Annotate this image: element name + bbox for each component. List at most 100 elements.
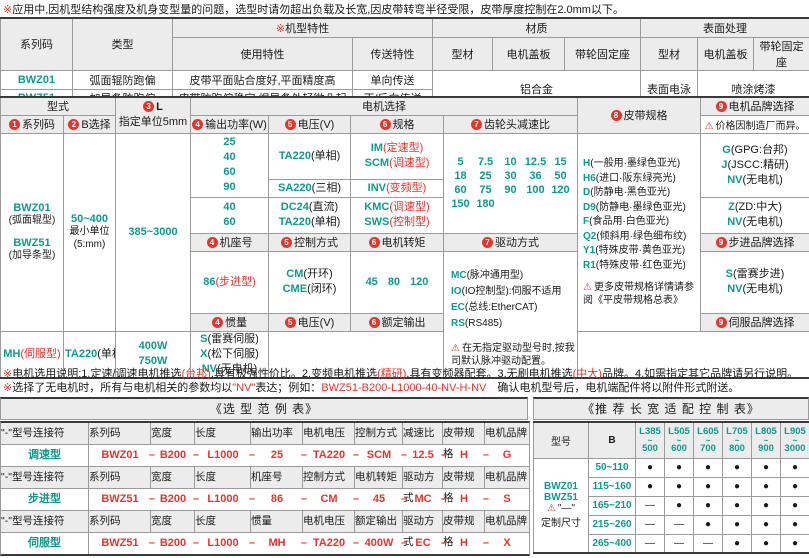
availability-mark: ● (722, 476, 752, 497)
availability-mark: — (635, 495, 665, 516)
code-value: KMC (364, 201, 390, 213)
header-step-brand: 9 步进品牌选择 (700, 232, 809, 252)
example-row: 步进型 BWZ51B200L100086CM45MCH S (1, 489, 529, 511)
code-description: (步进型) (215, 275, 256, 288)
code-item: S(雷赛步进) (702, 267, 808, 282)
series-cell: BWZ01 (弧面辊型) BWZ51 (加导条型) (0, 132, 64, 332)
availability-mark: — (635, 514, 665, 535)
series-code: BWZ01 (0, 69, 73, 90)
length-unit-label: 指定单位5mm (118, 116, 188, 129)
servo-brand-cell: S(雷赛伺服) X(松下伺服) NV(无电机) (190, 330, 269, 378)
code-value: S (200, 332, 208, 345)
code-value: Z (728, 201, 735, 213)
availability-mark: ● (780, 495, 809, 516)
example-row: 调速型 BWZ01B200L100025TA220SCM12.5H G (1, 445, 529, 467)
code-item: SWS(控制型) (352, 215, 442, 230)
warning-icon: ⚠ (451, 342, 460, 354)
list-item: 电机电压 (303, 511, 355, 532)
voltage-sa220: SA220(三相) (268, 178, 351, 198)
list-item: 长度 (195, 511, 251, 532)
series-sub: (弧面辊型) (8, 215, 56, 226)
b-unit: 最小单位 (69, 226, 110, 237)
example-row: 伺服型 BWZ51B200L1000MHTA220400WECH X (1, 533, 529, 554)
list-item: 400W (355, 533, 407, 554)
list-item: B200 (151, 489, 199, 510)
header-l-range: L705 ~800 (722, 421, 752, 459)
list-item: EC (403, 533, 447, 554)
num-9-icon: 9 (715, 101, 727, 113)
col-header-material: 材质 (431, 17, 642, 38)
text-segment: (精研) (377, 368, 407, 380)
code-description: (GPG:台邦) (730, 143, 788, 156)
code-item: TA220(单相) (270, 149, 349, 164)
belt-note-text: 更多皮带规格详情请参阅《平皮带规格总表》 (583, 282, 694, 306)
header-output-power: 4 输出功率(W) (190, 114, 269, 134)
inertia-mh-cell: MH(伺服型) (0, 330, 64, 378)
availability-mark: — (664, 514, 694, 535)
list-item: 400W (138, 340, 168, 352)
code-item: RS(RS485) (451, 316, 575, 332)
header-voltage: 5 电压(V) (268, 114, 351, 134)
code-description: (调速型) (389, 201, 430, 213)
header-b: B (588, 421, 636, 459)
code-item: Y1(特殊皮带·黄色亚光) (583, 244, 698, 259)
b-range: 165~210 (588, 495, 636, 516)
availability-mark: ● (693, 457, 723, 478)
code-description: (食品用·白色亚光) (589, 216, 670, 227)
col-header-profile2: 型材 (640, 36, 699, 71)
rated-label: 额定输出 (381, 317, 426, 329)
list-item: H (443, 533, 489, 554)
spec-kmc-sws: KMC(调速型) SWS(控制型) (350, 196, 444, 234)
header-inertia: 4 惯量 (190, 312, 269, 332)
code-item: X(松下伺服) (192, 347, 267, 362)
list-item: 25 (223, 136, 236, 148)
list-item: 系列码 (89, 467, 151, 488)
list-item: 25 (251, 445, 307, 466)
header-motor-brand: 9 电机品牌选择 (700, 96, 809, 116)
availability-mark: — (635, 533, 665, 554)
gear-ratio-cell: 5 7.5 10 12.5 15 18 25 30 36 50 60 75 90 100 120 150 180 (443, 132, 578, 234)
availability-mark: ● (751, 533, 781, 554)
code-description: (雷赛伺服) (207, 332, 259, 345)
text-segment: 确认电机型号后，电机端配件将以附件形式附送。 (486, 382, 740, 394)
list-item: 长度 (195, 423, 251, 444)
code-item: NV(无电机) (702, 215, 808, 230)
voltage-ta220: TA220(单相) (268, 132, 351, 180)
availability-mark: — (693, 533, 723, 554)
num-4-icon: 4 (212, 317, 223, 328)
voltage-servo-cell: TA220(单相) (63, 330, 116, 378)
series-label: 系列码 (22, 119, 55, 131)
list-item: 750W (138, 355, 168, 367)
table-row: 265~400 — — — ● ● ● (534, 533, 809, 554)
series-sub: (加导条型) (8, 250, 56, 261)
code-value: INV (367, 181, 386, 194)
list-item: 45 (355, 489, 407, 510)
num-6-icon: 6 (368, 317, 380, 328)
list-item: 控制方式 (303, 467, 355, 488)
use-feature: 皮带平面贴合度好,平面精度高 (172, 69, 353, 90)
code-description: (脉冲通用型) (466, 269, 524, 281)
list-item: CM (303, 489, 359, 510)
col-header-transfer: 传送特性 (352, 36, 433, 71)
spec-label: 规格 (392, 119, 415, 131)
col-header-cover2: 电机盖板 (697, 36, 755, 71)
code-description: (单相) (310, 216, 341, 228)
list-item: 12.5 (403, 445, 447, 466)
code-description: (伺服型) (20, 347, 61, 360)
availability-mark: ● (635, 476, 665, 497)
num-9-icon: 9 (715, 237, 727, 248)
list-item: 电机品牌 (485, 427, 527, 439)
header-voltage2: 5 电压(V) (268, 312, 351, 332)
code-value: G (722, 143, 731, 156)
code-description: (ZD:中大) (734, 201, 782, 213)
list-item: 减速比 (403, 423, 443, 444)
code-item: G(GPG:台邦) (702, 143, 808, 158)
list-item: 控制方式 (355, 423, 403, 444)
series-type: 弧面辊防跑偏 (72, 69, 173, 90)
availability-mark: ● (693, 476, 723, 497)
header-l-range: L605 ~700 (693, 421, 723, 459)
length-label: L (156, 101, 163, 114)
list-item: "-"型号连接符 (1, 511, 89, 532)
